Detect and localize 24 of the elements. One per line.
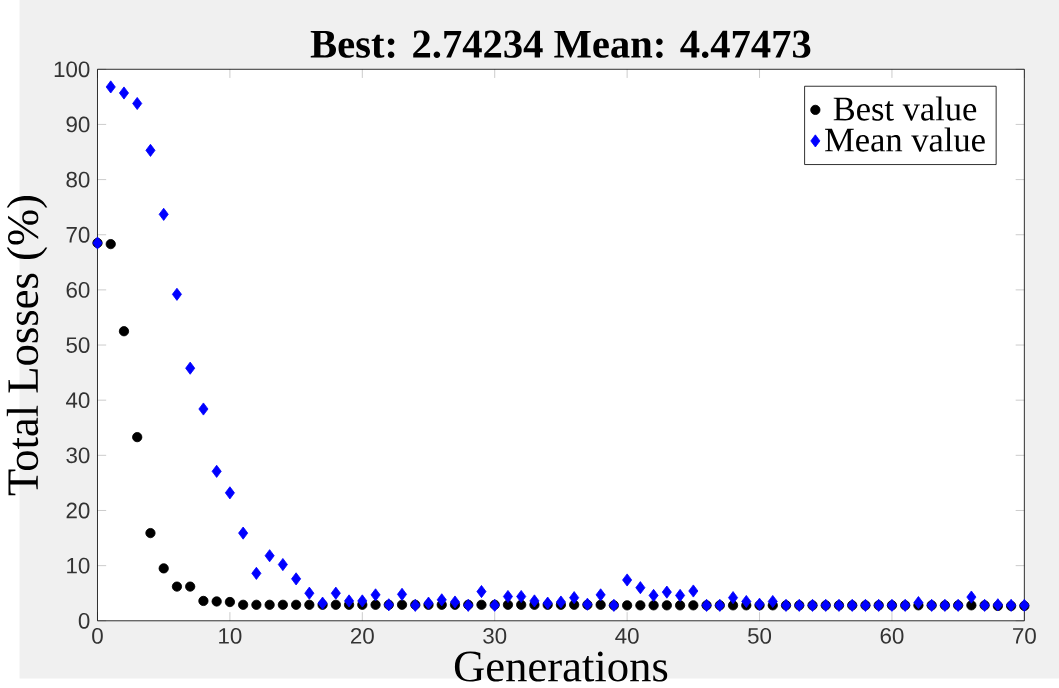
y-tick-label: 0 [78,612,90,629]
y-axis-title: Total Losses (%) [6,195,48,496]
x-tick-label: 70 [1013,627,1036,644]
y-tick-label: 20 [66,502,90,519]
x-tick-label: 40 [615,627,639,644]
x-tick-label: 30 [483,627,507,644]
legend-label: Mean value [825,127,985,152]
x-tick-label: 10 [219,627,242,644]
x-tick-label: 0 [92,627,103,644]
y-tick-label: 100 [54,61,90,78]
y-tick-label: 50 [66,336,90,353]
x-axis-title: Generations [454,651,668,682]
legend-label: Best value [833,96,977,121]
y-tick-label: 90 [66,116,90,133]
y-tick-label: 70 [66,226,90,243]
chart-title: Best: 2.74234 Mean: 4.47473 [310,30,811,58]
y-tick-label: 40 [66,392,90,408]
y-tick-label: 80 [66,171,90,188]
x-tick-label: 50 [748,627,772,644]
x-tick-label: 60 [880,627,904,644]
x-tick-label: 20 [351,627,374,644]
y-tick-label: 60 [66,281,90,298]
y-tick-label: 30 [66,447,90,464]
y-tick-label: 10 [67,557,90,574]
